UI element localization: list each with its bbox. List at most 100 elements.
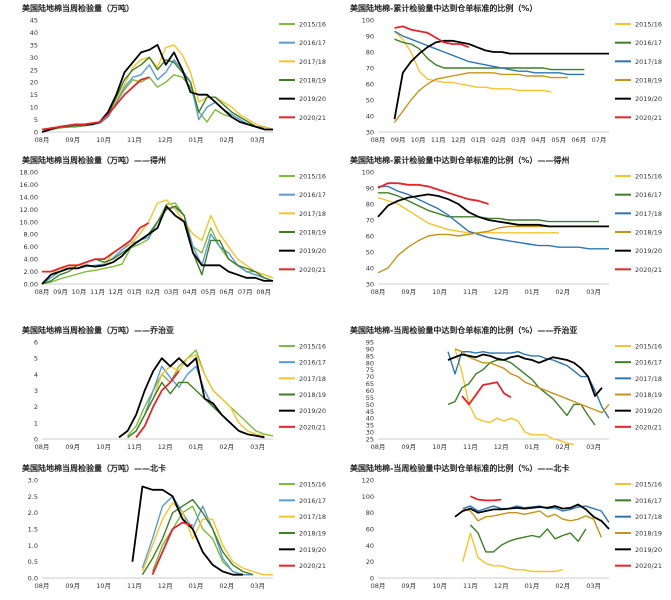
series-line-2017-18 — [462, 505, 610, 523]
x-tick-label: 10月 — [432, 288, 447, 296]
x-tick-label: 12月 — [109, 288, 124, 296]
x-tick-label: 12月 — [158, 443, 173, 451]
y-tick-label: 35 — [30, 41, 38, 49]
x-tick-label: 08月 — [35, 443, 50, 451]
series-line-2019-20 — [393, 39, 609, 120]
x-tick-label: 11月 — [90, 288, 105, 296]
panel-georgia-weekly-ratio: 美国陆地棉-当周检验量中达到仓单标准的比例（%）——乔治亚 25 30 35 40 45… — [336, 322, 671, 457]
x-tick-label: 09月 — [65, 443, 80, 451]
y-tick-label: 0 — [370, 575, 374, 583]
y-tick-label: 0 — [34, 436, 38, 444]
series-line-2020-21 — [377, 182, 489, 205]
y-tick-label: 120 — [362, 477, 374, 485]
series-line-2018-19 — [454, 348, 610, 414]
y-tick-label: 18.00 — [19, 169, 38, 177]
legend-label: 2019/20 — [635, 546, 662, 554]
legend-label: 2017/18 — [299, 210, 326, 218]
y-tick-label: 10 — [30, 104, 38, 112]
y-tick-label: 50 — [366, 249, 374, 257]
chart-texas-weekly-volume: 0.00 2.00 4.00 6.00 8.00 10.00 12.00 14.00 16.00… — [19, 169, 326, 297]
y-tick-label: 40 — [366, 113, 374, 121]
y-tick-label: 10.00 — [19, 218, 38, 226]
legend-label: 2017/18 — [635, 210, 662, 218]
x-tick-label: 10月 — [96, 582, 111, 590]
y-tick-label: 5 — [34, 116, 38, 124]
y-tick-label: 30 — [366, 281, 374, 289]
legend-label: 2018/19 — [299, 530, 326, 538]
x-tick-label: 05月 — [551, 136, 566, 144]
series-line-2015-16 — [41, 74, 274, 133]
y-tick-label: 95 — [366, 339, 374, 347]
x-tick-label: 03月 — [586, 582, 601, 590]
legend-label: 2019/20 — [299, 546, 326, 554]
y-tick-label: 30 — [366, 429, 374, 437]
x-tick-label: 09月 — [391, 136, 406, 144]
chart-nc-weekly-ratio: 0 20 40 60 80 100 120 08月 09月 10月 11月 12月 01月 02月 03月 2… — [362, 477, 662, 591]
y-tick-label: 0.5 — [28, 558, 38, 566]
series-line-2015-16 — [394, 30, 552, 93]
legend-label: 2018/19 — [299, 77, 326, 85]
y-tick-label: 25 — [30, 66, 38, 74]
legend-label: 2015/16 — [635, 481, 662, 489]
y-tick-label: 1.0 — [28, 542, 38, 550]
x-tick-label: 02月 — [555, 288, 570, 296]
x-tick-label: 08月 — [371, 582, 386, 590]
chart-texas-cumulative-ratio: 30 40 50 60 70 80 90 100 08月 09月 10月 11月 12月 01月 02月 03… — [362, 169, 662, 297]
x-tick-label: 11月 — [463, 288, 478, 296]
y-tick-label: 80 — [366, 49, 374, 57]
series-line-2017-18 — [378, 185, 609, 250]
legend-label: 2019/20 — [299, 407, 326, 415]
x-tick-label: 04月 — [531, 136, 546, 144]
y-tick-label: 60 — [366, 81, 374, 89]
y-tick-label: 20 — [30, 79, 38, 87]
series-line-2017-18 — [447, 351, 610, 419]
y-tick-label: 0.0 — [28, 575, 38, 583]
legend-label: 2020/21 — [635, 562, 662, 570]
y-tick-label: 30 — [30, 54, 38, 62]
y-tick-label: 25 — [366, 436, 374, 444]
chart-us-weekly-volume: 0 5 10 15 20 25 30 35 40 45 08月 09月 10月 11月 12月 01月 02月 0… — [30, 17, 326, 145]
x-tick-label: 11月 — [127, 443, 142, 451]
series-line-2020-21 — [135, 370, 180, 438]
x-tick-label: 01月 — [525, 288, 540, 296]
chart-nc-weekly-volume: 0.0 0.5 1.0 1.5 2.0 2.5 3.0 08月 09月 10月 11月 12月 01月 0… — [28, 477, 326, 591]
legend-label: 2017/18 — [635, 375, 662, 383]
panel-nc-weekly-ratio: 美国陆地棉-当周检验量中达到仓单标准的比例（%）——北卡 0 20 40 60 80 10… — [336, 460, 671, 596]
panel-texas-weekly-volume: 美国陆地棉当周检验量（万吨）——得州 0.00 2.00 4.00 6.00 8.00 1… — [0, 152, 335, 302]
series-line-2018-19 — [41, 205, 274, 285]
legend-label: 2020/21 — [299, 114, 326, 122]
x-tick-label: 12月 — [494, 582, 509, 590]
chart-title: 美国陆地棉-累计检验量中达到仓单标准的比例（%） — [350, 4, 538, 13]
y-tick-label: 2 — [34, 403, 38, 411]
legend-label: 2018/19 — [635, 530, 662, 538]
y-tick-label: 90 — [366, 33, 374, 41]
series-line-2020-21 — [470, 495, 502, 502]
x-tick-label: 08月 — [256, 288, 271, 296]
legend-label: 2015/16 — [299, 21, 326, 29]
series-line-2016-17 — [378, 192, 599, 223]
chart-title: 美国陆地棉当周检验量（万吨）——北卡 — [22, 464, 166, 473]
legend-label: 2020/21 — [635, 423, 662, 431]
y-tick-label: 45 — [366, 408, 374, 416]
y-tick-label: 16.00 — [19, 181, 38, 189]
x-tick-label: 10月 — [432, 443, 447, 451]
x-tick-label: 01月 — [127, 288, 142, 296]
x-tick-label: 08月 — [371, 288, 386, 296]
x-tick-label: 11月 — [431, 136, 446, 144]
x-tick-label: 03月 — [250, 136, 265, 144]
series-line-2017-18 — [141, 502, 273, 576]
x-tick-label: 09月 — [401, 582, 416, 590]
y-tick-label: 80 — [366, 359, 374, 367]
series-line-2018-19 — [141, 498, 254, 576]
y-tick-label: 0 — [34, 129, 38, 137]
x-tick-label: 08月 — [371, 443, 386, 451]
chart-us-cumulative-ratio: 30 40 50 60 70 80 90 100 08月 09月 10月 11月 12月 01月 02月 03… — [362, 17, 662, 145]
y-tick-label: 90 — [366, 185, 374, 193]
series-line-2018-19 — [393, 72, 568, 123]
series-line-2015-16 — [377, 196, 559, 234]
series-line-2020-21 — [394, 25, 470, 49]
legend-label: 2019/20 — [635, 247, 662, 255]
y-tick-label: 80 — [366, 201, 374, 209]
legend-label: 2016/17 — [635, 191, 662, 199]
series-line-2016-17 — [41, 206, 274, 285]
